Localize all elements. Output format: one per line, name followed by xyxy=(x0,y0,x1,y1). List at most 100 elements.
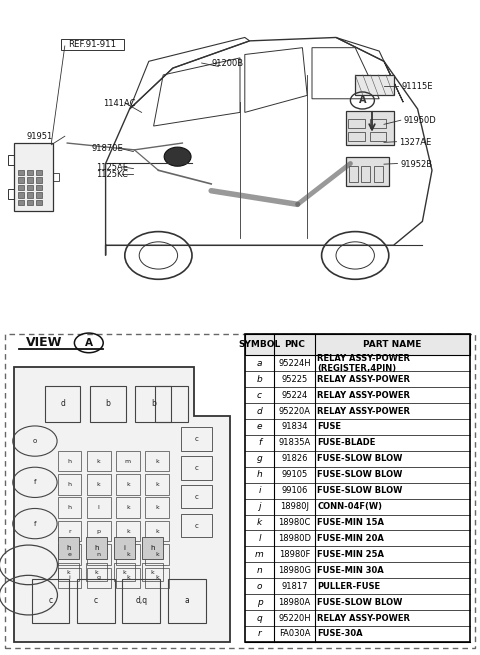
Text: r: r xyxy=(68,529,71,534)
Bar xyxy=(142,563,163,582)
Text: k: k xyxy=(97,458,100,464)
Text: 18980F: 18980F xyxy=(279,550,310,559)
Text: 18980D: 18980D xyxy=(278,534,311,543)
Bar xyxy=(58,474,81,495)
Bar xyxy=(58,563,79,582)
Bar xyxy=(168,578,205,623)
Text: k: k xyxy=(126,505,130,510)
Bar xyxy=(135,386,171,422)
Text: i: i xyxy=(258,486,261,495)
Text: 91200B: 91200B xyxy=(211,58,243,67)
Bar xyxy=(87,544,110,565)
Text: PART NAME: PART NAME xyxy=(363,340,422,349)
Text: k: k xyxy=(126,552,130,557)
Bar xyxy=(90,386,126,422)
Bar xyxy=(36,170,42,175)
Text: p: p xyxy=(257,597,263,607)
Text: d,q: d,q xyxy=(135,596,147,605)
Bar xyxy=(36,193,42,198)
Text: e: e xyxy=(257,422,262,432)
Text: k: k xyxy=(126,576,130,580)
Text: i: i xyxy=(69,576,71,580)
Bar xyxy=(36,185,42,190)
Bar xyxy=(348,119,365,128)
Text: a: a xyxy=(184,596,189,605)
Bar xyxy=(181,427,212,451)
Text: c: c xyxy=(194,465,198,471)
Text: f: f xyxy=(34,521,36,527)
Bar xyxy=(116,521,140,542)
Bar xyxy=(58,521,81,542)
Text: k: k xyxy=(257,518,262,527)
Bar xyxy=(27,170,33,175)
Bar xyxy=(8,155,14,165)
Text: c: c xyxy=(94,596,98,605)
Text: c: c xyxy=(257,390,262,400)
Text: k: k xyxy=(126,529,130,534)
Bar xyxy=(145,451,169,472)
Bar xyxy=(14,143,53,211)
Text: g: g xyxy=(96,576,101,580)
Text: FUSE-MIN 30A: FUSE-MIN 30A xyxy=(317,566,384,574)
Bar xyxy=(145,521,169,542)
Text: r: r xyxy=(258,629,261,639)
Text: l: l xyxy=(98,505,99,510)
Text: 95220A: 95220A xyxy=(278,407,311,415)
Bar xyxy=(77,578,115,623)
Bar xyxy=(18,185,24,190)
Bar xyxy=(36,178,42,183)
Text: p: p xyxy=(96,529,101,534)
Bar xyxy=(87,521,110,542)
Bar xyxy=(348,132,365,141)
Text: k: k xyxy=(155,482,159,487)
Text: 91951: 91951 xyxy=(26,132,53,141)
Text: RELAY ASSY-POWER: RELAY ASSY-POWER xyxy=(317,407,410,415)
Text: 99106: 99106 xyxy=(281,486,308,495)
Text: FA030A: FA030A xyxy=(279,629,310,639)
Text: h: h xyxy=(68,482,72,487)
Text: FUSE-30A: FUSE-30A xyxy=(317,629,363,639)
Bar xyxy=(145,498,169,518)
Text: h: h xyxy=(66,546,71,552)
Text: c: c xyxy=(194,523,198,529)
Bar xyxy=(116,498,140,518)
Text: 1327AE: 1327AE xyxy=(399,138,432,147)
Text: b: b xyxy=(151,400,156,409)
Text: 91817: 91817 xyxy=(281,582,308,591)
Bar xyxy=(87,498,110,518)
Bar xyxy=(45,386,80,422)
Bar xyxy=(155,386,188,422)
Bar xyxy=(145,544,169,565)
Bar xyxy=(116,568,140,588)
Text: 91835A: 91835A xyxy=(278,438,311,447)
Bar xyxy=(87,568,110,588)
Bar xyxy=(346,111,394,145)
Bar xyxy=(86,537,108,559)
Text: k: k xyxy=(126,482,130,487)
Bar xyxy=(27,200,33,205)
Text: RELAY ASSY-POWER: RELAY ASSY-POWER xyxy=(317,390,410,400)
Bar xyxy=(27,193,33,198)
Bar xyxy=(355,75,394,96)
Text: m: m xyxy=(125,458,131,464)
Bar xyxy=(8,189,14,199)
Text: SYMBOL: SYMBOL xyxy=(239,340,281,349)
Text: RELAY ASSY-POWER: RELAY ASSY-POWER xyxy=(317,614,410,622)
Bar xyxy=(142,537,163,559)
Text: q: q xyxy=(257,614,263,622)
Text: n: n xyxy=(96,552,101,557)
Bar xyxy=(346,157,389,185)
Text: 91952B: 91952B xyxy=(400,160,432,169)
Bar xyxy=(361,166,370,182)
Polygon shape xyxy=(14,367,230,642)
Text: k: k xyxy=(155,576,159,580)
Text: b: b xyxy=(106,400,110,409)
Text: A: A xyxy=(359,96,366,105)
Bar xyxy=(349,166,358,182)
Text: k: k xyxy=(155,458,159,464)
Text: A: A xyxy=(85,338,93,348)
Text: k: k xyxy=(155,529,159,534)
Text: d: d xyxy=(60,400,65,409)
Text: l: l xyxy=(258,534,261,543)
Text: 91826: 91826 xyxy=(281,455,308,463)
